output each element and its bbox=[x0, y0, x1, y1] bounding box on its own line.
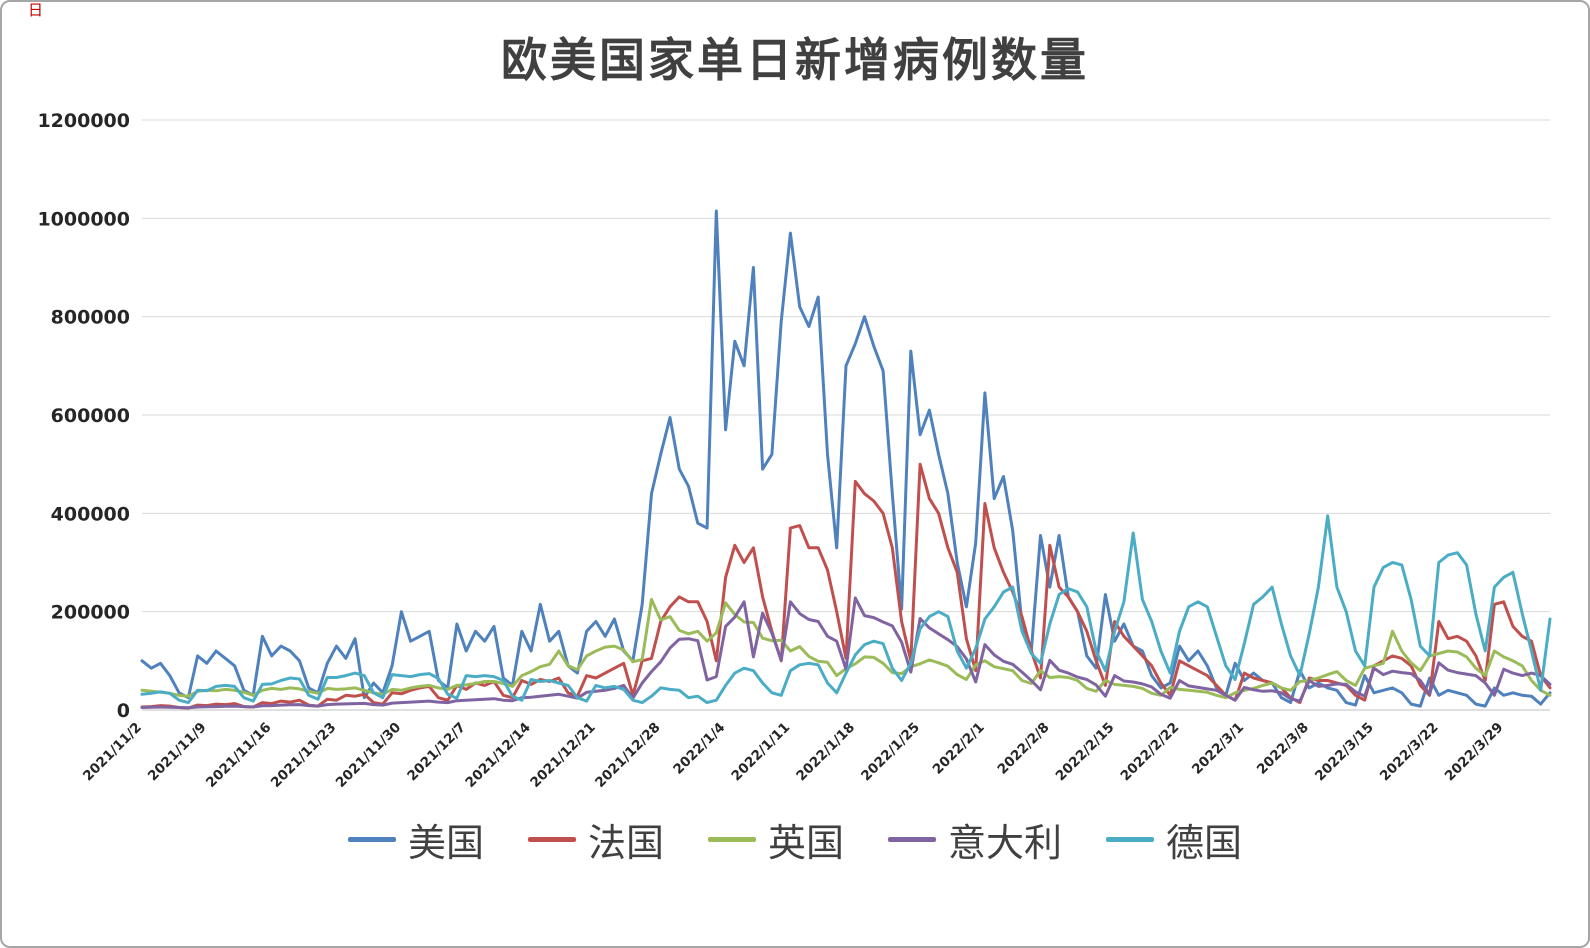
y-axis-label: 400000 bbox=[51, 503, 130, 525]
chart-title: 欧美国家单日新增病例数量 bbox=[501, 33, 1089, 87]
chart-legend: 美国 法国 英国 意大利 德国 bbox=[2, 812, 1588, 867]
legend-swatch-uk bbox=[707, 837, 756, 842]
x-axis-label: 2022/3/1 bbox=[1189, 720, 1247, 778]
x-axis-label: 2022/2/8 bbox=[994, 720, 1052, 778]
corner-mark: 日 bbox=[28, 1, 44, 19]
legend-item-usa: 美国 bbox=[347, 812, 484, 867]
y-axis-label: 0 bbox=[117, 700, 130, 722]
legend-label-italy: 意大利 bbox=[948, 821, 1063, 865]
x-axis-label: 2022/1/18 bbox=[793, 720, 858, 785]
legend-swatch-france bbox=[527, 837, 576, 842]
x-axis-label: 2022/1/25 bbox=[858, 720, 923, 785]
legend-item-italy: 意大利 bbox=[888, 812, 1062, 867]
legend-label-germany: 德国 bbox=[1166, 821, 1243, 865]
x-axis-label: 2022/1/4 bbox=[670, 720, 728, 778]
legend-swatch-italy bbox=[888, 837, 936, 842]
y-axis-label: 1200000 bbox=[37, 110, 130, 132]
legend-label-uk: 英国 bbox=[767, 821, 844, 865]
x-axis-label: 2022/2/1 bbox=[930, 720, 988, 778]
legend-item-france: 法国 bbox=[527, 812, 664, 867]
x-axis-label: 2022/3/8 bbox=[1254, 720, 1312, 778]
x-axis-label: 2021/12/28 bbox=[592, 720, 663, 791]
legend-label-france: 法国 bbox=[587, 821, 664, 865]
x-axis-label: 2021/11/30 bbox=[333, 720, 404, 791]
legend-item-germany: 德国 bbox=[1106, 812, 1242, 867]
legend-label-usa: 美国 bbox=[407, 821, 484, 865]
x-axis-label: 2021/11/23 bbox=[268, 720, 339, 791]
legend-swatch-usa bbox=[347, 837, 396, 842]
y-axis-label: 800000 bbox=[51, 307, 130, 329]
x-axis-label: 2022/1/11 bbox=[728, 720, 793, 785]
x-axis-label: 2021/12/21 bbox=[527, 720, 598, 791]
x-axis-label: 2021/11/9 bbox=[145, 720, 210, 785]
x-axis-label: 2022/2/15 bbox=[1053, 720, 1118, 785]
series-line bbox=[140, 514, 1552, 705]
y-axis-label: 1000000 bbox=[37, 208, 130, 230]
x-axis-label: 2022/3/15 bbox=[1312, 720, 1377, 785]
x-axis-label: 2022/2/22 bbox=[1118, 720, 1183, 785]
series-line bbox=[140, 596, 1552, 710]
x-axis-label: 2021/11/2 bbox=[80, 720, 145, 785]
y-axis-label: 600000 bbox=[51, 405, 130, 427]
x-axis-label: 2021/12/14 bbox=[462, 720, 533, 791]
line-chart: 0 200000 400000 600000 800000 1000000 1200000 2… bbox=[37, 110, 1552, 791]
x-axis-label: 2021/12/7 bbox=[404, 720, 469, 785]
x-axis-label: 2022/3/22 bbox=[1377, 720, 1442, 785]
y-axis-label: 200000 bbox=[51, 602, 130, 624]
x-axis-label: 2022/3/29 bbox=[1442, 720, 1507, 785]
legend-swatch-germany bbox=[1106, 837, 1155, 842]
legend-item-uk: 英国 bbox=[707, 812, 844, 867]
x-axis-label: 2021/11/16 bbox=[203, 720, 274, 791]
